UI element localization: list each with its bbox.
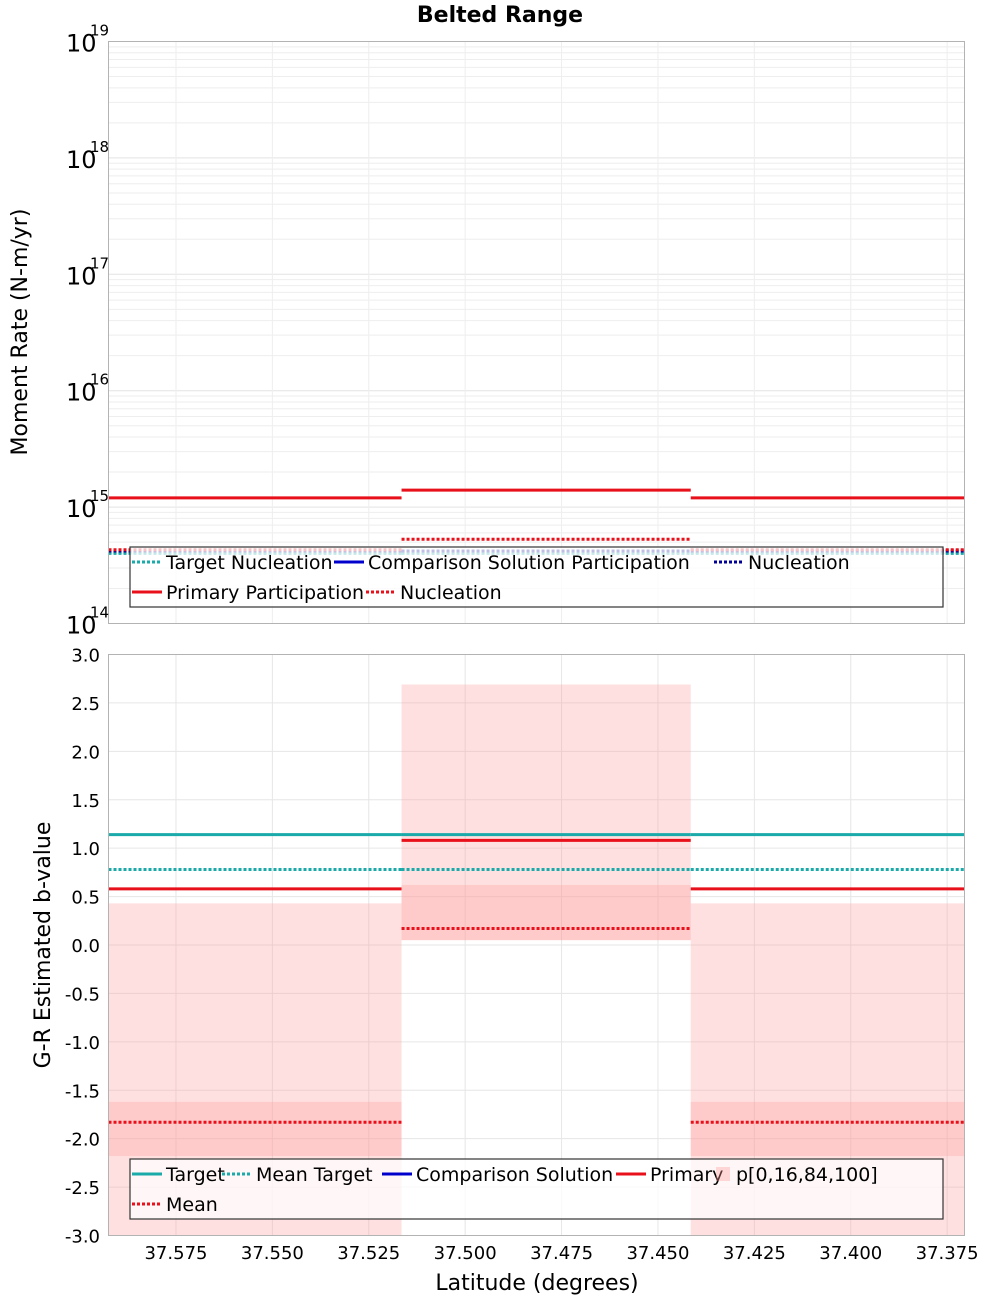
- legend-label: p[0,16,84,100]: [736, 1164, 878, 1186]
- y-tick-label: -1.0: [65, 1033, 100, 1054]
- band-inner: [401, 884, 691, 941]
- x-axis-label: Latitude (degrees): [435, 1271, 638, 1296]
- y-tick-label: 1.5: [71, 791, 100, 812]
- x-tick-label: 37.425: [723, 1243, 786, 1264]
- y-tick-label-exponent: 16: [90, 371, 109, 389]
- plot-area-moment-rate: [108, 41, 965, 624]
- y-tick-label-exponent: 15: [90, 487, 109, 505]
- legend-label: Mean: [166, 1194, 218, 1216]
- legend-label: Target: [165, 1164, 225, 1186]
- legend-box: [129, 1158, 944, 1220]
- y-tick-label-base: 10: [66, 146, 97, 174]
- legend-box: [129, 546, 944, 608]
- y-axis-label-b-value: G-R Estimated b-value: [31, 822, 56, 1069]
- y-tick-label: 0.5: [71, 888, 100, 909]
- y-tick-label: -0.5: [65, 984, 100, 1005]
- grid-moment-rate: [108, 41, 965, 624]
- y-tick-label: -3.0: [65, 1227, 100, 1248]
- grid-b-value: [108, 654, 965, 1236]
- y-tick-label: 1.0: [71, 839, 100, 860]
- y-axis-label-moment-rate: Moment Rate (N-m/yr): [8, 209, 33, 456]
- series-b-value: [108, 833, 965, 1124]
- x-tick-label: 37.550: [241, 1243, 304, 1264]
- legend-label: Comparison Solution Participation: [368, 552, 690, 574]
- y-tick-label-exponent: 18: [90, 138, 109, 156]
- y-tick-label-exponent: 17: [90, 254, 109, 272]
- y-tick-label: 2.0: [71, 742, 100, 763]
- legend-label: Comparison Solution: [416, 1164, 613, 1186]
- legend-label: Target Nucleation: [165, 552, 333, 574]
- legend-label: Nucleation: [400, 582, 502, 604]
- x-tick-label: 37.450: [626, 1243, 689, 1264]
- legend-label: Nucleation: [748, 552, 850, 574]
- y-tick-label: 2.5: [71, 694, 100, 715]
- legend-label: Primary Participation: [166, 582, 364, 604]
- y-tick-label: -1.5: [65, 1081, 100, 1102]
- x-ticks: 37.575 37.550 37.525 37.500 37.475 37.450 37.4…: [144, 1243, 978, 1264]
- y-ticks-b-value: 3.0 2.5 2.0 1.5 1.0 0.5 0.0 -0.5 -1.0 -1.5 -2.0 -2.…: [65, 646, 100, 1248]
- y-tick-label: -2.0: [65, 1130, 100, 1151]
- y-tick-label-exponent: 19: [90, 22, 109, 40]
- b-value-panel: 3.0 2.5 2.0 1.5 1.0 0.5 0.0 -0.5 -1.0 -1.5 -2.0 -2.…: [31, 646, 979, 1297]
- y-tick-label: 3.0: [71, 646, 100, 667]
- y-tick-label-base: 10: [66, 30, 97, 58]
- x-tick-label: 37.500: [434, 1243, 497, 1264]
- plot-frame-b-value: [108, 654, 965, 1236]
- band-inner: [108, 1101, 402, 1157]
- y-tick-label-base: 10: [66, 262, 97, 290]
- plot-frame-moment-rate: [108, 41, 965, 624]
- legend-label: Primary: [650, 1164, 723, 1186]
- chart-title: Belted Range: [417, 3, 583, 28]
- y-tick-label: -2.5: [65, 1178, 100, 1199]
- legend-label: Mean Target: [256, 1164, 373, 1186]
- band-inner: [690, 1101, 965, 1157]
- x-tick-label: 37.475: [530, 1243, 593, 1264]
- y-tick-label-exponent: 14: [90, 604, 109, 622]
- x-tick-label: 37.525: [337, 1243, 400, 1264]
- legend-moment-rate: Target Nucleation Comparison Solution Par…: [129, 546, 944, 608]
- legend-swatch-band: [716, 1167, 730, 1181]
- y-tick-label: 0.0: [71, 936, 100, 957]
- legend-b-value: Target Mean Target Comparison Solution Prim…: [129, 1158, 944, 1220]
- y-tick-label-base: 10: [66, 612, 97, 640]
- band-outer: [401, 684, 691, 941]
- y-tick-label-base: 10: [66, 379, 97, 407]
- x-tick-label: 37.575: [144, 1243, 207, 1264]
- x-tick-label: 37.375: [916, 1243, 979, 1264]
- y-tick-label-base: 10: [66, 495, 97, 523]
- x-tick-label: 37.400: [819, 1243, 882, 1264]
